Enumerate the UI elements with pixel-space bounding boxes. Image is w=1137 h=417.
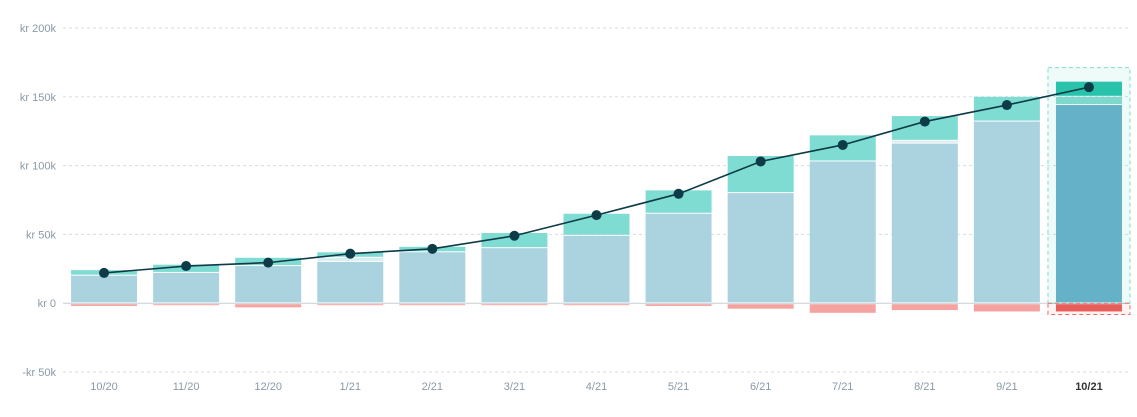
x-tick-label: 6/21 bbox=[750, 381, 771, 393]
bar-segment-9-21[interactable] bbox=[973, 121, 1040, 303]
x-axis-ticks: 10/20 11/20 12/20 1/21 2/21 3/21 4/21 5/21 6/21 7… bbox=[90, 381, 1102, 393]
x-tick-label: 9/21 bbox=[996, 381, 1017, 393]
x-tick-label: 10/20 bbox=[90, 381, 118, 393]
y-axis-ticks: kr 200k kr 150k kr 100k kr 50k kr 0 -kr 50k bbox=[20, 23, 57, 379]
bar-segment-12-20[interactable] bbox=[235, 266, 302, 303]
negative-bar-6-21[interactable] bbox=[727, 304, 794, 309]
x-tick-label: 5/21 bbox=[668, 381, 689, 393]
negative-bar-7-21[interactable] bbox=[809, 304, 876, 313]
bar-segment-1-21[interactable] bbox=[317, 261, 384, 303]
selection-highlight bbox=[1047, 67, 1131, 304]
bar-segment-6-21[interactable] bbox=[727, 193, 794, 303]
x-tick-label: 11/20 bbox=[173, 381, 200, 393]
negative-bar-11-20[interactable] bbox=[153, 304, 220, 306]
bar-segment-5-21[interactable] bbox=[645, 190, 712, 213]
x-tick-label: 7/21 bbox=[832, 381, 853, 393]
negative-bar-4-21[interactable] bbox=[563, 304, 630, 306]
bar-segment-8-21[interactable] bbox=[891, 116, 958, 140]
trend-point[interactable] bbox=[263, 257, 274, 268]
x-tick-label: 10/21 bbox=[1075, 381, 1103, 393]
bar-segment-4-21[interactable] bbox=[563, 235, 630, 303]
trend-point[interactable] bbox=[181, 261, 192, 272]
y-tick-label: kr 0 bbox=[38, 298, 56, 310]
x-tick-label: 8/21 bbox=[914, 381, 935, 393]
trend-point[interactable] bbox=[427, 243, 438, 254]
bar-segment-1-21[interactable] bbox=[317, 257, 384, 261]
negative-bar-5-21[interactable] bbox=[645, 304, 712, 306]
x-tick-label: 2/21 bbox=[422, 381, 443, 393]
y-tick-label: kr 200k bbox=[20, 23, 57, 35]
y-tick-label: kr 50k bbox=[26, 229, 56, 241]
x-tick-label: 4/21 bbox=[586, 381, 607, 393]
bar-segment-3-21[interactable] bbox=[481, 248, 548, 303]
bar-segment-5-21[interactable] bbox=[645, 213, 712, 303]
y-tick-label: kr 100k bbox=[20, 161, 57, 173]
negative-bar-10-21[interactable] bbox=[1055, 304, 1122, 312]
trend-point[interactable] bbox=[837, 139, 848, 150]
trend-point[interactable] bbox=[919, 116, 930, 127]
bars[interactable] bbox=[71, 67, 1131, 315]
negative-bar-9-21[interactable] bbox=[973, 304, 1040, 312]
negative-bar-1-21[interactable] bbox=[317, 304, 384, 306]
bar-segment-10-21[interactable] bbox=[1055, 105, 1122, 303]
bar-segment-10-21[interactable] bbox=[1055, 96, 1122, 105]
selection-highlight-negative bbox=[1047, 302, 1131, 315]
x-tick-label: 12/20 bbox=[254, 381, 282, 393]
negative-bar-10-20[interactable] bbox=[71, 304, 138, 306]
x-tick-label: 3/21 bbox=[504, 381, 525, 393]
negative-bar-8-21[interactable] bbox=[891, 304, 958, 311]
gridlines bbox=[63, 27, 1130, 373]
negative-bar-2-21[interactable] bbox=[399, 304, 466, 306]
trend-point[interactable] bbox=[673, 188, 684, 199]
trend-point[interactable] bbox=[1001, 100, 1012, 111]
trend-line bbox=[99, 82, 1094, 278]
bar-segment-8-21[interactable] bbox=[891, 143, 958, 303]
bar-segment-10-20[interactable] bbox=[71, 275, 138, 303]
trend-point[interactable] bbox=[755, 156, 766, 167]
trend-point[interactable] bbox=[99, 267, 110, 278]
negative-bar-12-20[interactable] bbox=[235, 304, 302, 308]
trend-point[interactable] bbox=[345, 248, 356, 259]
y-tick-label: -kr 50k bbox=[22, 367, 56, 379]
bar-segment-8-21[interactable] bbox=[891, 140, 958, 143]
trend-point[interactable] bbox=[1083, 82, 1094, 93]
trend-point[interactable] bbox=[591, 210, 602, 221]
bar-segment-2-21[interactable] bbox=[399, 252, 466, 303]
x-tick-label: 1/21 bbox=[340, 381, 361, 393]
trend-point[interactable] bbox=[509, 230, 520, 241]
negative-bar-3-21[interactable] bbox=[481, 304, 548, 306]
y-tick-label: kr 150k bbox=[20, 92, 57, 104]
bar-segment-7-21[interactable] bbox=[809, 161, 876, 303]
bar-segment-11-20[interactable] bbox=[153, 272, 220, 303]
